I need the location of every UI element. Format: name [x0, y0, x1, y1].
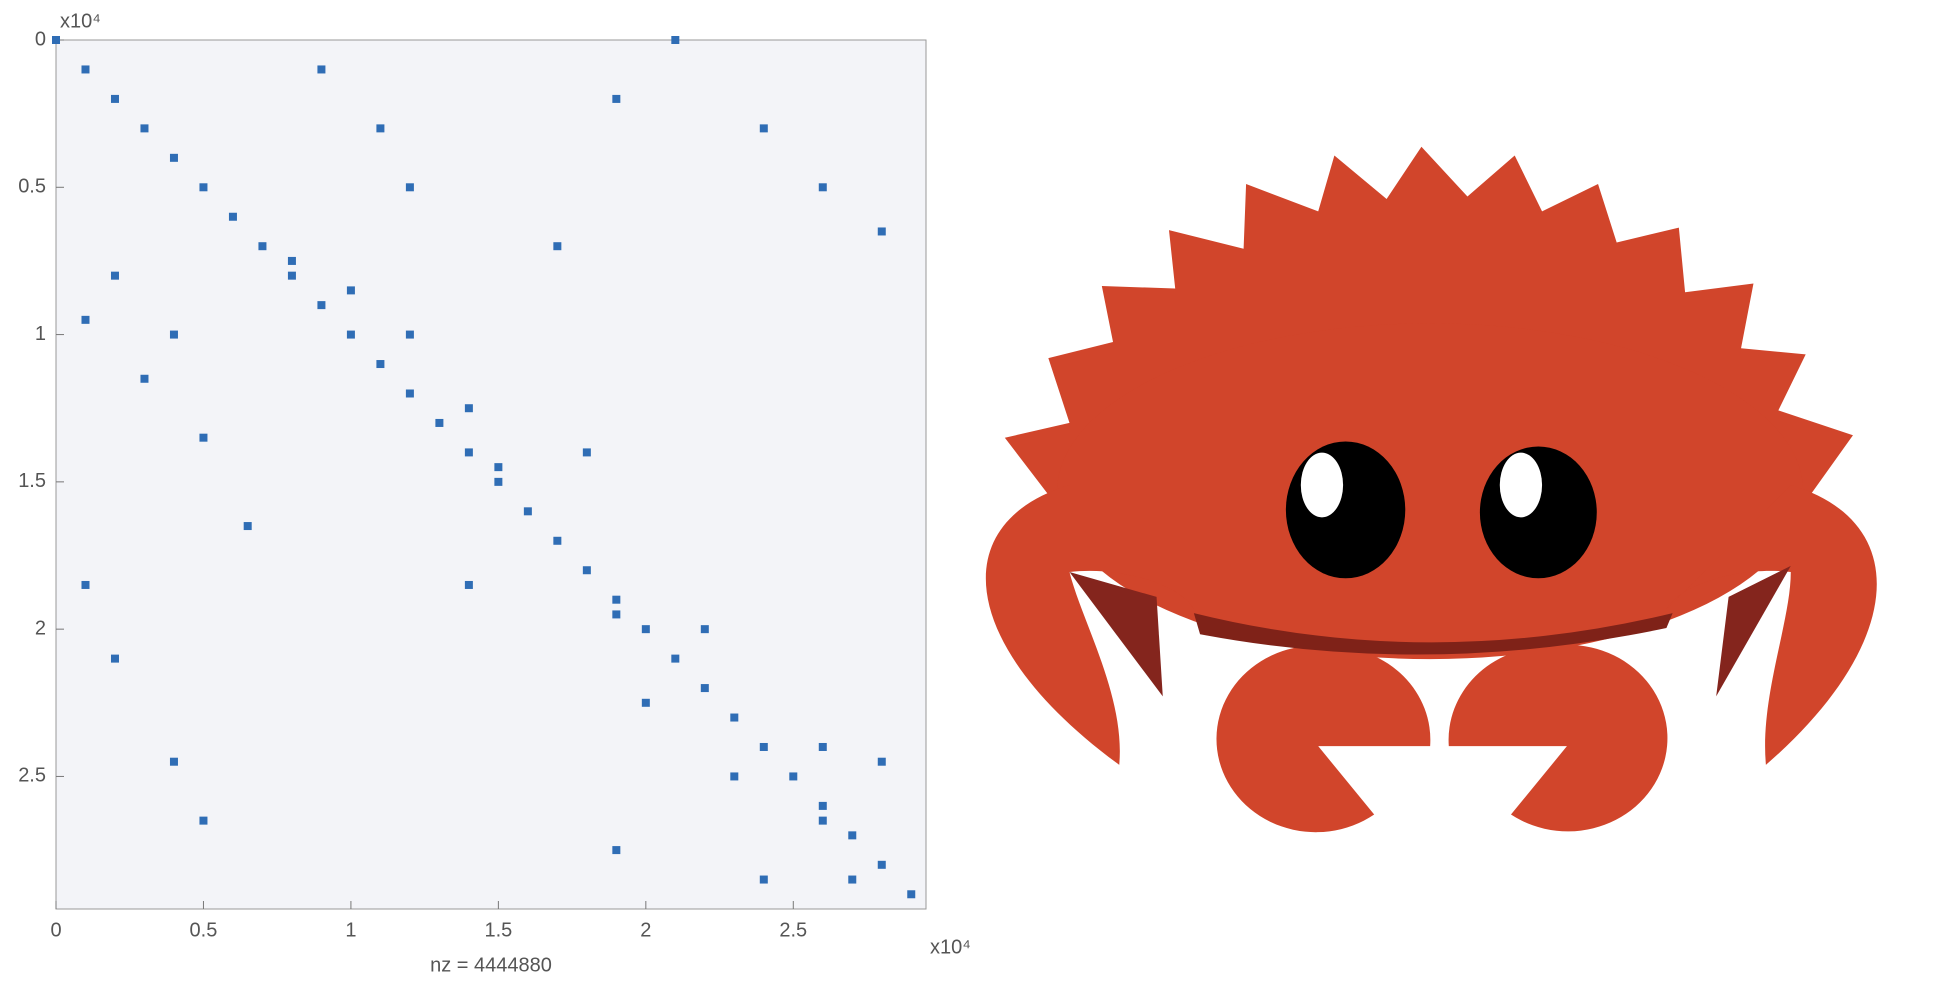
nonzero-entry — [877, 227, 886, 236]
nonzero-entry — [464, 404, 473, 413]
nonzero-entry — [81, 65, 90, 74]
nonzero-entry — [582, 566, 591, 575]
y-scale-label: x10⁴ — [60, 10, 101, 32]
nonzero-entry — [81, 580, 90, 589]
nonzero-entry — [110, 654, 119, 663]
nonzero-entry — [671, 36, 680, 44]
x-axis-label: nz = 4444880 — [430, 954, 552, 976]
nonzero-entry — [553, 242, 562, 251]
nonzero-entry — [110, 271, 119, 280]
nonzero-entry — [435, 418, 444, 427]
nonzero-entry — [818, 742, 827, 751]
nonzero-entry — [818, 816, 827, 825]
nonzero-entry — [700, 625, 709, 634]
x-tick-label: 1.5 — [484, 919, 512, 941]
y-tick-label: 0.5 — [18, 176, 46, 198]
nonzero-entry — [818, 801, 827, 810]
nonzero-entry — [848, 875, 857, 884]
nonzero-entry — [877, 757, 886, 766]
nonzero-entry — [140, 124, 149, 133]
nonzero-entry — [730, 772, 739, 781]
nonzero-entry — [759, 742, 768, 751]
nonzero-entry — [494, 463, 503, 472]
nonzero-entry — [405, 330, 414, 339]
nonzero-entry — [287, 256, 296, 265]
x-scale-label: x10⁴ — [930, 936, 971, 958]
nonzero-entry — [612, 595, 621, 604]
nonzero-entry — [228, 212, 237, 221]
nonzero-entry — [317, 65, 326, 74]
nonzero-entry — [907, 890, 916, 899]
nonzero-entry — [81, 315, 90, 324]
nonzero-entry — [612, 94, 621, 103]
y-tick-label: 1.5 — [18, 470, 46, 492]
nonzero-entry — [730, 713, 739, 722]
x-tick-label: 2.5 — [779, 919, 807, 941]
y-tick-label: 1 — [35, 323, 46, 345]
x-tick-label: 2 — [640, 919, 651, 941]
nonzero-entry — [553, 536, 562, 545]
y-tick-label: 2 — [35, 617, 46, 639]
nonzero-entry — [612, 610, 621, 619]
nonzero-entry — [700, 684, 709, 693]
nonzero-entry — [199, 816, 208, 825]
y-tick-label: 0 — [35, 28, 46, 50]
nonzero-entry — [287, 271, 296, 280]
nonzero-entry — [140, 374, 149, 383]
nonzero-entry — [376, 360, 385, 369]
nonzero-entry — [317, 301, 326, 310]
nonzero-entry — [759, 875, 768, 884]
nonzero-entry — [346, 286, 355, 295]
nonzero-entry — [494, 477, 503, 486]
nonzero-entry — [258, 242, 267, 251]
nonzero-entry — [243, 522, 252, 531]
nonzero-entry — [641, 625, 650, 634]
nonzero-entry — [405, 183, 414, 192]
nonzero-entry — [848, 831, 857, 840]
x-tick-label: 0 — [50, 919, 61, 941]
nonzero-entry — [612, 846, 621, 855]
x-tick-label: 1 — [345, 919, 356, 941]
x-tick-label: 0.5 — [190, 919, 218, 941]
nonzero-entry — [199, 433, 208, 442]
nonzero-entry — [789, 772, 798, 781]
nonzero-entry — [52, 36, 60, 44]
nonzero-entry — [376, 124, 385, 133]
nonzero-entry — [110, 94, 119, 103]
nonzero-entry — [877, 860, 886, 869]
nonzero-entry — [169, 330, 178, 339]
nonzero-entry — [818, 183, 827, 192]
nonzero-entry — [346, 330, 355, 339]
nonzero-entry — [582, 448, 591, 457]
nonzero-entry — [169, 153, 178, 162]
nonzero-entry — [641, 698, 650, 707]
nonzero-entry — [759, 124, 768, 133]
nonzero-entry — [464, 580, 473, 589]
nonzero-entry — [523, 507, 532, 516]
nonzero-entry — [405, 389, 414, 398]
nonzero-entry — [671, 654, 680, 663]
nonzero-entry — [169, 757, 178, 766]
nonzero-entry — [199, 183, 208, 192]
nonzero-entry — [464, 448, 473, 457]
ferris-crab — [985, 146, 1877, 833]
y-tick-label: 2.5 — [18, 765, 46, 787]
